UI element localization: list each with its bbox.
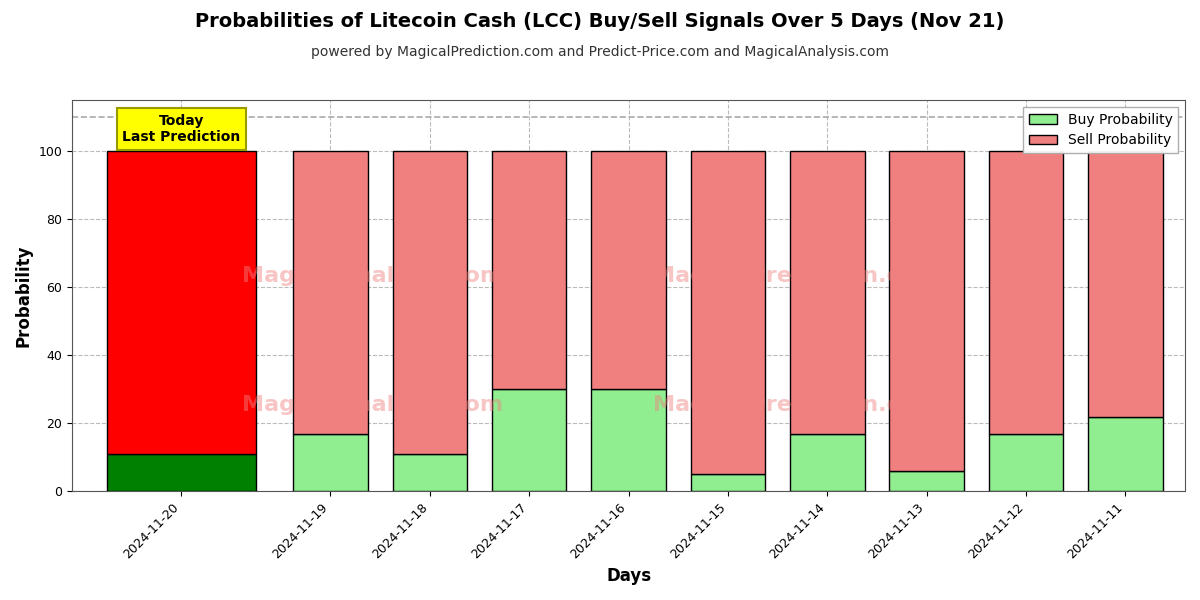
Bar bbox=[592, 151, 666, 389]
Text: Today
Last Prediction: Today Last Prediction bbox=[122, 114, 240, 144]
Text: MagicalPrediction.com: MagicalPrediction.com bbox=[653, 266, 938, 286]
Text: MagicalAnalysis.com: MagicalAnalysis.com bbox=[242, 395, 503, 415]
Bar bbox=[889, 471, 964, 491]
Bar bbox=[107, 454, 256, 491]
Bar bbox=[989, 434, 1063, 491]
Bar bbox=[392, 454, 467, 491]
Bar bbox=[889, 151, 964, 471]
Bar bbox=[691, 151, 766, 475]
Y-axis label: Probability: Probability bbox=[16, 244, 34, 347]
Bar bbox=[1088, 151, 1163, 416]
Text: Probabilities of Litecoin Cash (LCC) Buy/Sell Signals Over 5 Days (Nov 21): Probabilities of Litecoin Cash (LCC) Buy… bbox=[196, 12, 1004, 31]
Bar bbox=[790, 151, 864, 434]
Bar bbox=[107, 151, 256, 454]
Text: MagicalAnalysis.com: MagicalAnalysis.com bbox=[242, 266, 503, 286]
Bar bbox=[790, 434, 864, 491]
Bar bbox=[392, 151, 467, 454]
Bar bbox=[1088, 416, 1163, 491]
Legend: Buy Probability, Sell Probability: Buy Probability, Sell Probability bbox=[1024, 107, 1178, 153]
Bar bbox=[293, 434, 367, 491]
Text: MagicalPrediction.com: MagicalPrediction.com bbox=[653, 395, 938, 415]
X-axis label: Days: Days bbox=[606, 567, 652, 585]
Bar bbox=[293, 151, 367, 434]
Bar bbox=[492, 389, 566, 491]
Bar bbox=[691, 475, 766, 491]
Bar bbox=[592, 389, 666, 491]
Bar bbox=[989, 151, 1063, 434]
Text: powered by MagicalPrediction.com and Predict-Price.com and MagicalAnalysis.com: powered by MagicalPrediction.com and Pre… bbox=[311, 45, 889, 59]
Bar bbox=[492, 151, 566, 389]
